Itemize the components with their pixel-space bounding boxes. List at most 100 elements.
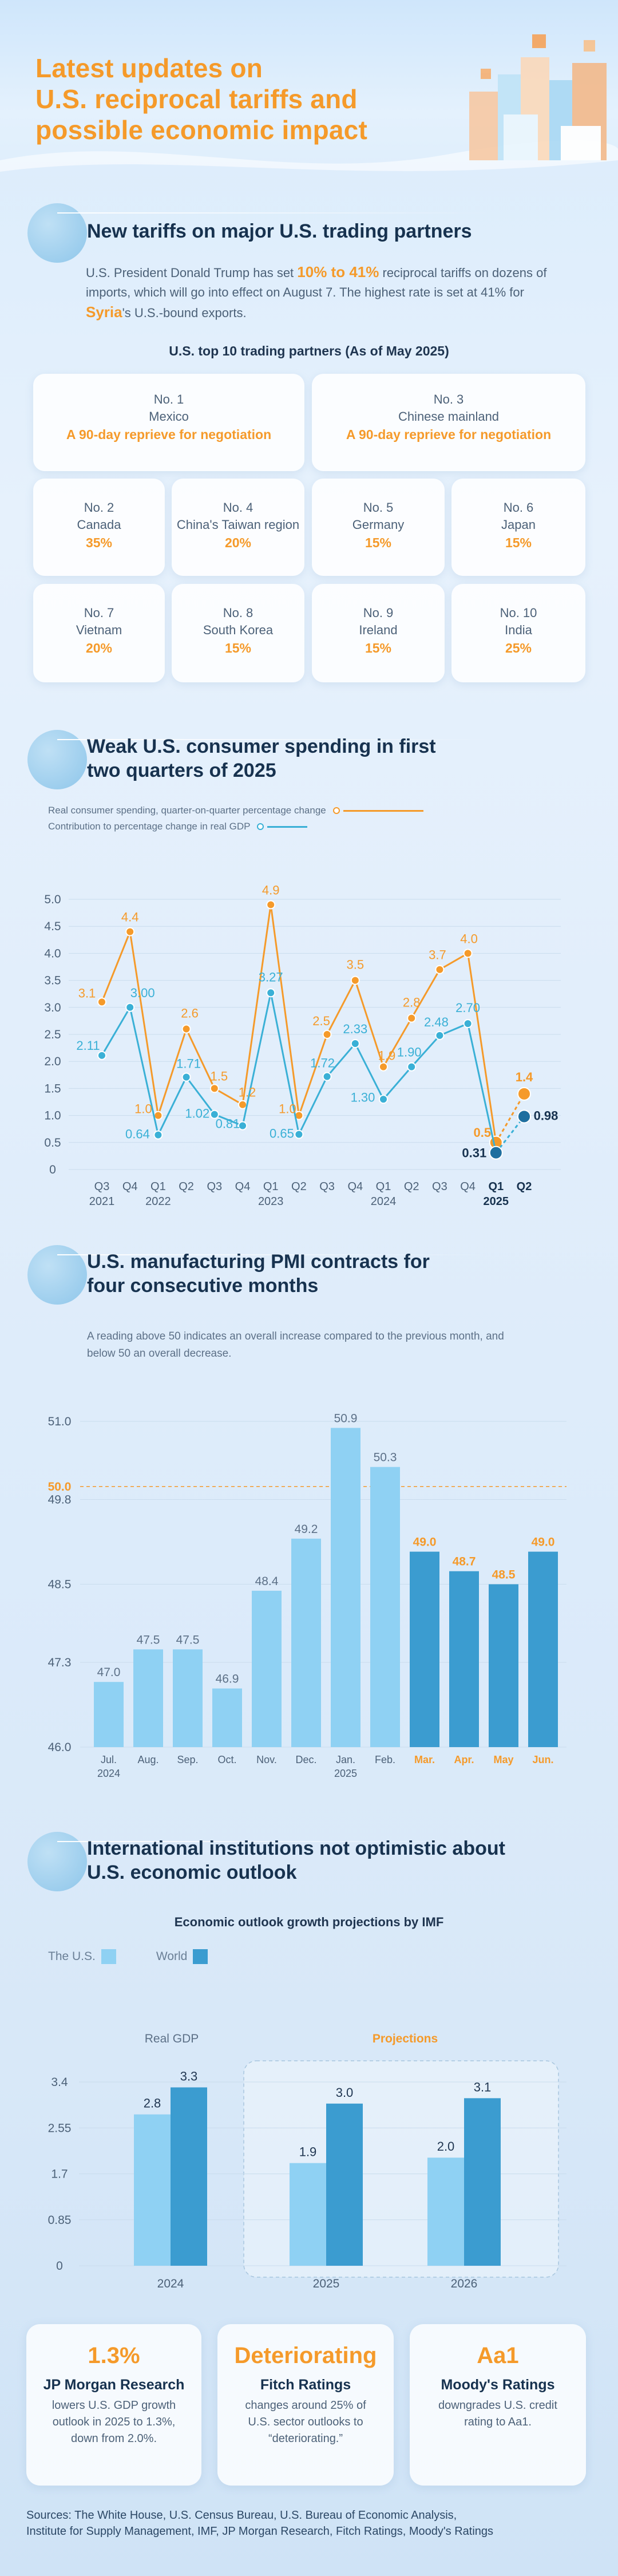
pmi-bar-label: 48.4 — [255, 1575, 279, 1588]
spending-legend: Real consumer spending, quarter-on-quart… — [48, 803, 483, 835]
point-consumer-spending — [435, 965, 445, 974]
point-consumer-spending — [266, 900, 276, 910]
line-x-tick: Q1 — [376, 1180, 391, 1193]
line-y-tick: 4.5 — [44, 920, 61, 933]
partner-card: No. 8 South Korea 15% — [172, 584, 304, 682]
pmi-bar-label: 47.5 — [137, 1633, 160, 1646]
pmi-bar-label: 49.2 — [295, 1523, 318, 1536]
label-gdp-contribution: 1.02 — [185, 1107, 209, 1121]
imf-bar-us — [290, 2163, 326, 2266]
label-gdp-contribution: 2.48 — [424, 1015, 449, 1029]
imf-y-tick: 0.85 — [48, 2214, 72, 2227]
label-gdp-contribution: 2.70 — [455, 1001, 480, 1015]
imf-bar-label: 2.8 — [144, 2096, 161, 2111]
syria-highlight: Syria — [86, 303, 122, 321]
point-consumer-spending — [517, 1086, 531, 1101]
line-x-tick: Q4 — [122, 1180, 138, 1193]
line-y-tick: 1.0 — [44, 1109, 61, 1123]
partner-card: No. 10 India 25% — [451, 584, 585, 682]
label-gdp-contribution: 1.30 — [351, 1090, 375, 1104]
legend-orange-marker — [332, 807, 340, 814]
real-gdp-label: Real GDP — [145, 2032, 199, 2045]
label-consumer-spending: 2.8 — [403, 995, 421, 1010]
point-gdp-contribution — [153, 1130, 163, 1140]
pmi-bar-label: 47.0 — [97, 1666, 121, 1679]
label-gdp-contribution: 1.72 — [310, 1056, 335, 1070]
skyline-cubes-illustration — [469, 34, 607, 160]
pmi-y-tick: 51.0 — [48, 1415, 72, 1428]
label-consumer-spending: 1.2 — [239, 1085, 256, 1100]
section-tariffs-title: New tariffs on major U.S. trading partne… — [87, 220, 472, 242]
imf-bar-label: 2.0 — [437, 2139, 455, 2154]
projections-label: Projections — [373, 2032, 438, 2045]
fitch-desc: changes around 25% of U.S. sector outloo… — [245, 2399, 366, 2445]
moodys-desc: downgrades U.S. credit rating to Aa1. — [438, 2399, 557, 2428]
section-pmi-title: U.S. manufacturing PMI contracts for fou… — [87, 1251, 430, 1297]
legend-consumer-spending: Real consumer spending, quarter-on-quart… — [48, 805, 326, 816]
line-year-label: 2025 — [484, 1195, 509, 1208]
partner-card: No. 4 China's Taiwan region 20% — [172, 479, 304, 576]
pmi-bar-label: 46.9 — [216, 1673, 239, 1686]
label-consumer-spending: 1.4 — [516, 1070, 533, 1084]
pmi-bar-label: 49.0 — [532, 1536, 555, 1549]
pmi-year-label: 2025 — [334, 1768, 357, 1779]
pmi-bar — [173, 1649, 203, 1747]
pmi-bar — [291, 1538, 321, 1747]
line-y-tick: 1.5 — [44, 1082, 61, 1095]
point-gdp-contribution — [97, 1050, 106, 1060]
pmi-y-tick: 49.8 — [48, 1494, 72, 1507]
section-spending-header: Weak U.S. consumer spending in first two… — [27, 730, 520, 793]
partner-card: No. 1 Mexico A 90-day reprieve for negot… — [33, 374, 304, 471]
pmi-bar — [370, 1467, 400, 1747]
pmi-bar-label: 47.5 — [176, 1633, 200, 1646]
partner-card: No. 5 Germany 15% — [312, 479, 445, 576]
page-title-line-3: possible economic impact — [35, 115, 367, 145]
label-gdp-contribution: 0.64 — [125, 1127, 150, 1141]
line-x-tick: Q2 — [517, 1180, 532, 1193]
pmi-x-tick: Oct. — [217, 1754, 236, 1765]
sources: Sources: The White House, U.S. Census Bu… — [26, 2509, 494, 2538]
partner-card: No. 9 Ireland 15% — [312, 584, 445, 682]
pmi-bar — [528, 1551, 558, 1747]
partner-card: No. 6 Japan 15% — [451, 479, 585, 576]
legend-us-label: The U.S. — [48, 1950, 96, 1963]
imf-x-tick: 2024 — [157, 2277, 184, 2290]
label-gdp-contribution: 1.71 — [176, 1057, 201, 1071]
pmi-y-tick: 50.0 — [48, 1480, 72, 1494]
page-title-line-1: Latest updates on — [35, 53, 263, 83]
point-consumer-spending — [407, 1013, 417, 1023]
label-consumer-spending: 3.1 — [78, 986, 96, 1000]
point-consumer-spending — [181, 1024, 191, 1034]
imf-bar-world — [464, 2098, 501, 2266]
pmi-bar-label: 49.0 — [413, 1536, 437, 1549]
point-gdp-contribution — [209, 1109, 219, 1119]
point-gdp-contribution — [379, 1095, 388, 1104]
label-consumer-spending: 1.0 — [279, 1102, 296, 1116]
tariff-intro-paragraph: U.S. President Donald Trump has set 10% … — [86, 263, 547, 321]
pmi-x-tick: Sep. — [177, 1754, 198, 1765]
line-y-tick: 5.0 — [44, 893, 61, 906]
line-x-tick: Q1 — [150, 1180, 166, 1193]
jpmorgan-figure: 1.3% — [88, 2343, 140, 2368]
point-gdp-contribution — [294, 1129, 304, 1139]
point-gdp-contribution — [407, 1062, 417, 1072]
line-x-tick: Q3 — [319, 1180, 335, 1193]
series-line-consumer-spending-2025 — [495, 1093, 525, 1143]
imf-y-tick: 0 — [56, 2259, 63, 2273]
fitch-figure: Deteriorating — [234, 2343, 377, 2368]
tariff-range-highlight: 10% to 41% — [297, 263, 379, 280]
point-gdp-contribution — [181, 1072, 191, 1082]
partner-card: No. 7 Vietnam 20% — [33, 584, 165, 682]
imf-bar-label: 3.0 — [336, 2085, 354, 2100]
line-x-tick: Q1 — [488, 1180, 504, 1193]
label-gdp-contribution: 0.98 — [534, 1108, 558, 1123]
label-consumer-spending: 2.5 — [312, 1014, 330, 1028]
line-x-tick: Q4 — [235, 1180, 251, 1193]
point-gdp-contribution — [435, 1030, 445, 1040]
point-consumer-spending — [238, 1100, 247, 1109]
label-consumer-spending: 3.5 — [347, 958, 365, 972]
label-consumer-spending: 1.5 — [211, 1069, 228, 1083]
line-x-tick: Q2 — [404, 1180, 419, 1193]
pmi-x-tick: Jul. — [101, 1754, 117, 1765]
section-pmi-header: U.S. manufacturing PMI contracts for fou… — [27, 1245, 520, 1308]
